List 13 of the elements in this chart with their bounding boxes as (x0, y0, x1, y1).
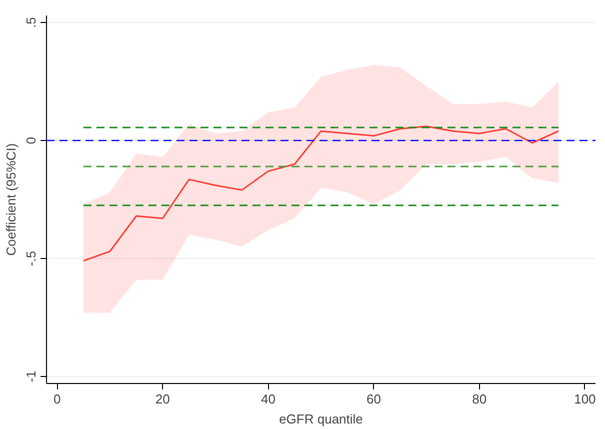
x-tick-label: 40 (260, 392, 276, 406)
y-tick-label: .5 (24, 17, 38, 28)
x-tick-label: 100 (574, 392, 596, 406)
y-tick-label: 0 (24, 136, 38, 144)
x-tick-label: 20 (155, 392, 170, 406)
x-tick-label: 60 (366, 392, 382, 406)
y-axis-title: Coefficient (95%CI) (4, 143, 18, 256)
y-tick-label: -.5 (24, 250, 38, 266)
y-tick-label: -1 (24, 370, 38, 382)
line-series (82, 126, 560, 262)
x-tick-label: 0 (53, 392, 61, 406)
x-axis-title: eGFR quantile (279, 412, 363, 426)
x-tick-label: 80 (472, 392, 487, 406)
